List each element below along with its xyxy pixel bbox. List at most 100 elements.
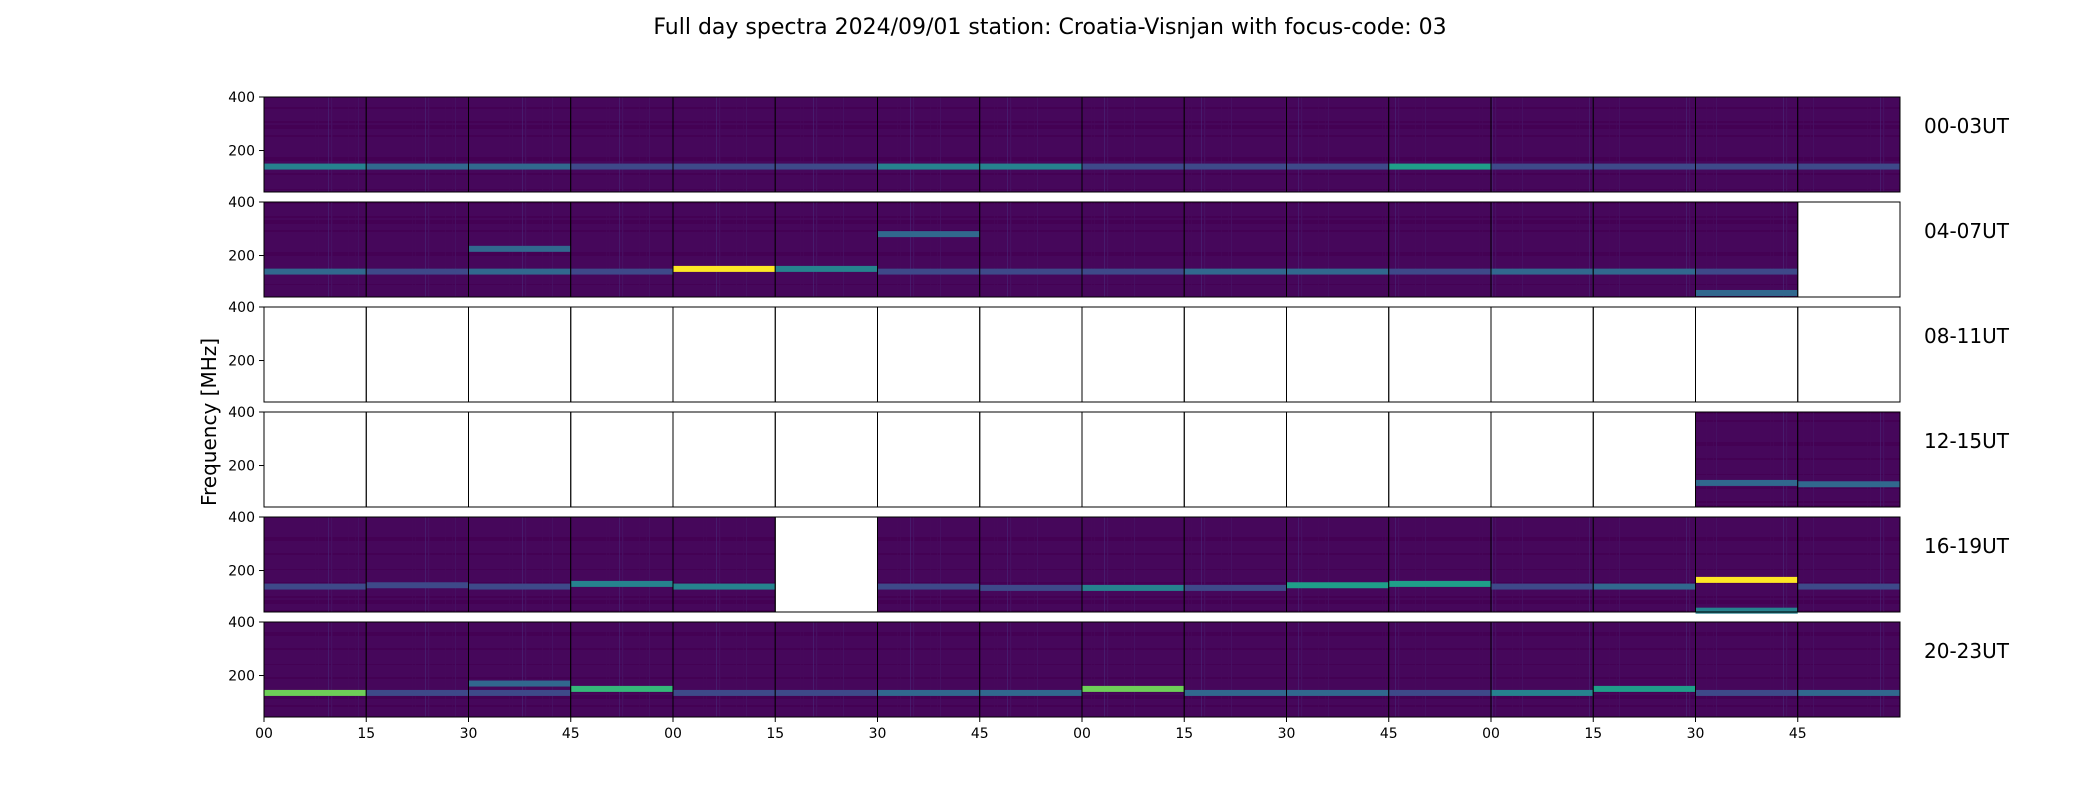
spectrum-band [1286, 163, 1389, 170]
spectrum-panel [672, 621, 776, 718]
spectrum-panel [1797, 411, 1901, 508]
spectrum-band [366, 268, 469, 275]
spectrum-noise [1695, 412, 1798, 507]
spectrum-noise [1593, 97, 1696, 192]
spectrum-panel [1183, 411, 1287, 508]
spectrum-band [979, 268, 1082, 275]
panel-frame [468, 306, 572, 403]
spectrum-panel [1695, 96, 1799, 193]
spectrum-band [877, 689, 980, 696]
spectrum-panel [263, 201, 367, 298]
spectrum-band [264, 268, 367, 275]
panel-frame [263, 411, 367, 508]
row-time-label: 00-03UT [1924, 114, 2010, 138]
x-tick-label: 00 [1073, 726, 1091, 742]
spectrum-panel [1490, 306, 1594, 403]
spectrum-panel [1286, 621, 1390, 718]
spectrum-band [775, 689, 878, 696]
spectrum-panel [1286, 306, 1390, 403]
spectrum-panel [365, 516, 469, 613]
spectrum-noise [1388, 517, 1491, 612]
panel-frame [365, 306, 469, 403]
spectrum-panel [877, 516, 981, 613]
panel-frame [672, 411, 776, 508]
panel-frame [1286, 306, 1390, 403]
spectrum-panel [1183, 306, 1287, 403]
spectrum-band [1491, 268, 1594, 275]
spectrum-panel [774, 201, 878, 298]
panel-frame [1183, 306, 1287, 403]
panel-frame [1797, 201, 1901, 298]
spectrum-noise [1184, 97, 1287, 192]
spectrum-noise [775, 622, 878, 717]
spectrum-panel [1388, 201, 1492, 298]
x-tick-label: 45 [1789, 726, 1807, 742]
spectrum-band [366, 163, 469, 170]
y-tick-label: 400 [228, 615, 255, 631]
spectrum-band [673, 583, 776, 590]
x-tick-label: 30 [460, 726, 478, 742]
spectrum-panel [1490, 411, 1594, 508]
panel-frame [1388, 306, 1492, 403]
spectrum-panel [263, 96, 367, 193]
spectrum-band [673, 689, 776, 696]
spectrum-noise [570, 97, 673, 192]
spectrum-panel [1286, 201, 1390, 298]
spectrum-band [673, 163, 776, 170]
spectrum-panel [774, 96, 878, 193]
spectrum-panel [979, 96, 1083, 193]
spectrum-band [877, 583, 980, 590]
x-tick-label: 00 [664, 726, 682, 742]
spectrum-band [1593, 685, 1696, 692]
spectrum-noise [1695, 517, 1798, 612]
panel-frame [774, 306, 878, 403]
spectrum-panel [979, 621, 1083, 718]
spectrum-noise [673, 517, 776, 612]
spectrum-band [1184, 584, 1287, 591]
y-tick-label: 200 [228, 459, 255, 475]
spectrum-band [1082, 268, 1185, 275]
spectrum-panel [570, 96, 674, 193]
spectrum-noise [1184, 622, 1287, 717]
spectrum-panel [1286, 516, 1390, 613]
spectrum-panel [1286, 96, 1390, 193]
spectrum-noise [1082, 517, 1185, 612]
spectrum-band [1388, 689, 1491, 696]
row-time-label: 04-07UT [1924, 219, 2010, 243]
panel-frame [1286, 411, 1390, 508]
panel-frame [1490, 411, 1594, 508]
spectrum-noise [1388, 202, 1491, 297]
panel-frame [979, 306, 1083, 403]
spectrum-panel [1797, 201, 1901, 298]
spectrum-noise [1286, 97, 1389, 192]
spectrum-panel [1592, 411, 1696, 508]
spectrum-panel [263, 621, 367, 718]
spectrum-noise [264, 97, 367, 192]
spectrum-band [1797, 689, 1900, 696]
spectrum-band [468, 268, 571, 275]
spectrum-noise [1286, 202, 1389, 297]
spectrum-panel [1081, 621, 1185, 718]
spectrum-noise [264, 517, 367, 612]
spectrum-noise [1388, 97, 1491, 192]
spectrum-noise [366, 517, 469, 612]
spectrum-panel [1490, 201, 1594, 298]
spectrum-band [264, 583, 367, 590]
spectrum-band [1695, 479, 1798, 486]
panel-frame [1797, 516, 1901, 613]
spectrum-panel [365, 411, 469, 508]
spectrum-noise [366, 97, 469, 192]
spectrum-panel [1081, 306, 1185, 403]
spectrum-band [1593, 583, 1696, 590]
spectrum-panel [1490, 96, 1594, 193]
spectrum-panel [1797, 96, 1901, 193]
spectrum-panel [1081, 96, 1185, 193]
panel-frame [979, 411, 1083, 508]
spectrum-noise [1082, 97, 1185, 192]
spectrum-band [468, 163, 571, 170]
spectra-row: 200 400 04-07UT [228, 195, 2010, 298]
spectrum-noise [979, 97, 1082, 192]
spectrum-panel [1592, 621, 1696, 718]
y-tick-label: 400 [228, 195, 255, 211]
